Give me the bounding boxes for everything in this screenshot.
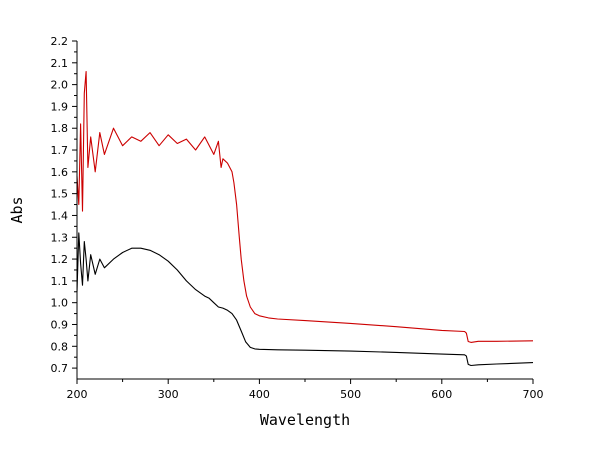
- y-tick-label: 1.3: [51, 231, 69, 244]
- y-tick-label: 1.8: [51, 122, 69, 135]
- x-axis-title: Wavelength: [260, 411, 350, 429]
- y-tick-label: 1.2: [51, 253, 69, 266]
- x-tick-label: 600: [431, 388, 452, 401]
- series-line-2: [76, 232, 534, 367]
- y-tick-label: 0.7: [51, 362, 69, 375]
- y-tick-label: 2.0: [51, 79, 69, 92]
- x-tick-label: 200: [67, 388, 88, 401]
- y-tick-label: 2.1: [51, 57, 69, 70]
- y-tick-label: 1.6: [51, 166, 69, 179]
- y-tick-label: 2.2: [51, 35, 69, 48]
- x-tick-label: 500: [340, 388, 361, 401]
- y-ticks: 0.7 0.8 0.9 1.0 1.1 1.2 1.3 1.4 1.5 1.6 1.7 1.8 1.9 2…: [51, 35, 77, 375]
- y-axis-title: Abs: [8, 196, 26, 223]
- axes: [76, 41, 533, 380]
- x-tick-label: 300: [158, 388, 179, 401]
- x-ticks: 200 300 400 500 600 700: [67, 379, 544, 401]
- y-tick-label: 1.9: [51, 100, 69, 113]
- y-tick-label: 1.1: [51, 275, 69, 288]
- plot-lines: [76, 70, 534, 367]
- y-tick-label: 1.5: [51, 188, 69, 201]
- y-tick-label: 0.9: [51, 318, 69, 331]
- x-tick-label: 400: [249, 388, 270, 401]
- y-tick-label: 1.7: [51, 144, 69, 157]
- series-line-1: [76, 70, 534, 343]
- y-tick-label: 0.8: [51, 340, 69, 353]
- x-tick-label: 700: [523, 388, 544, 401]
- y-tick-label: 1.4: [51, 209, 69, 222]
- y-tick-label: 1.0: [51, 297, 69, 310]
